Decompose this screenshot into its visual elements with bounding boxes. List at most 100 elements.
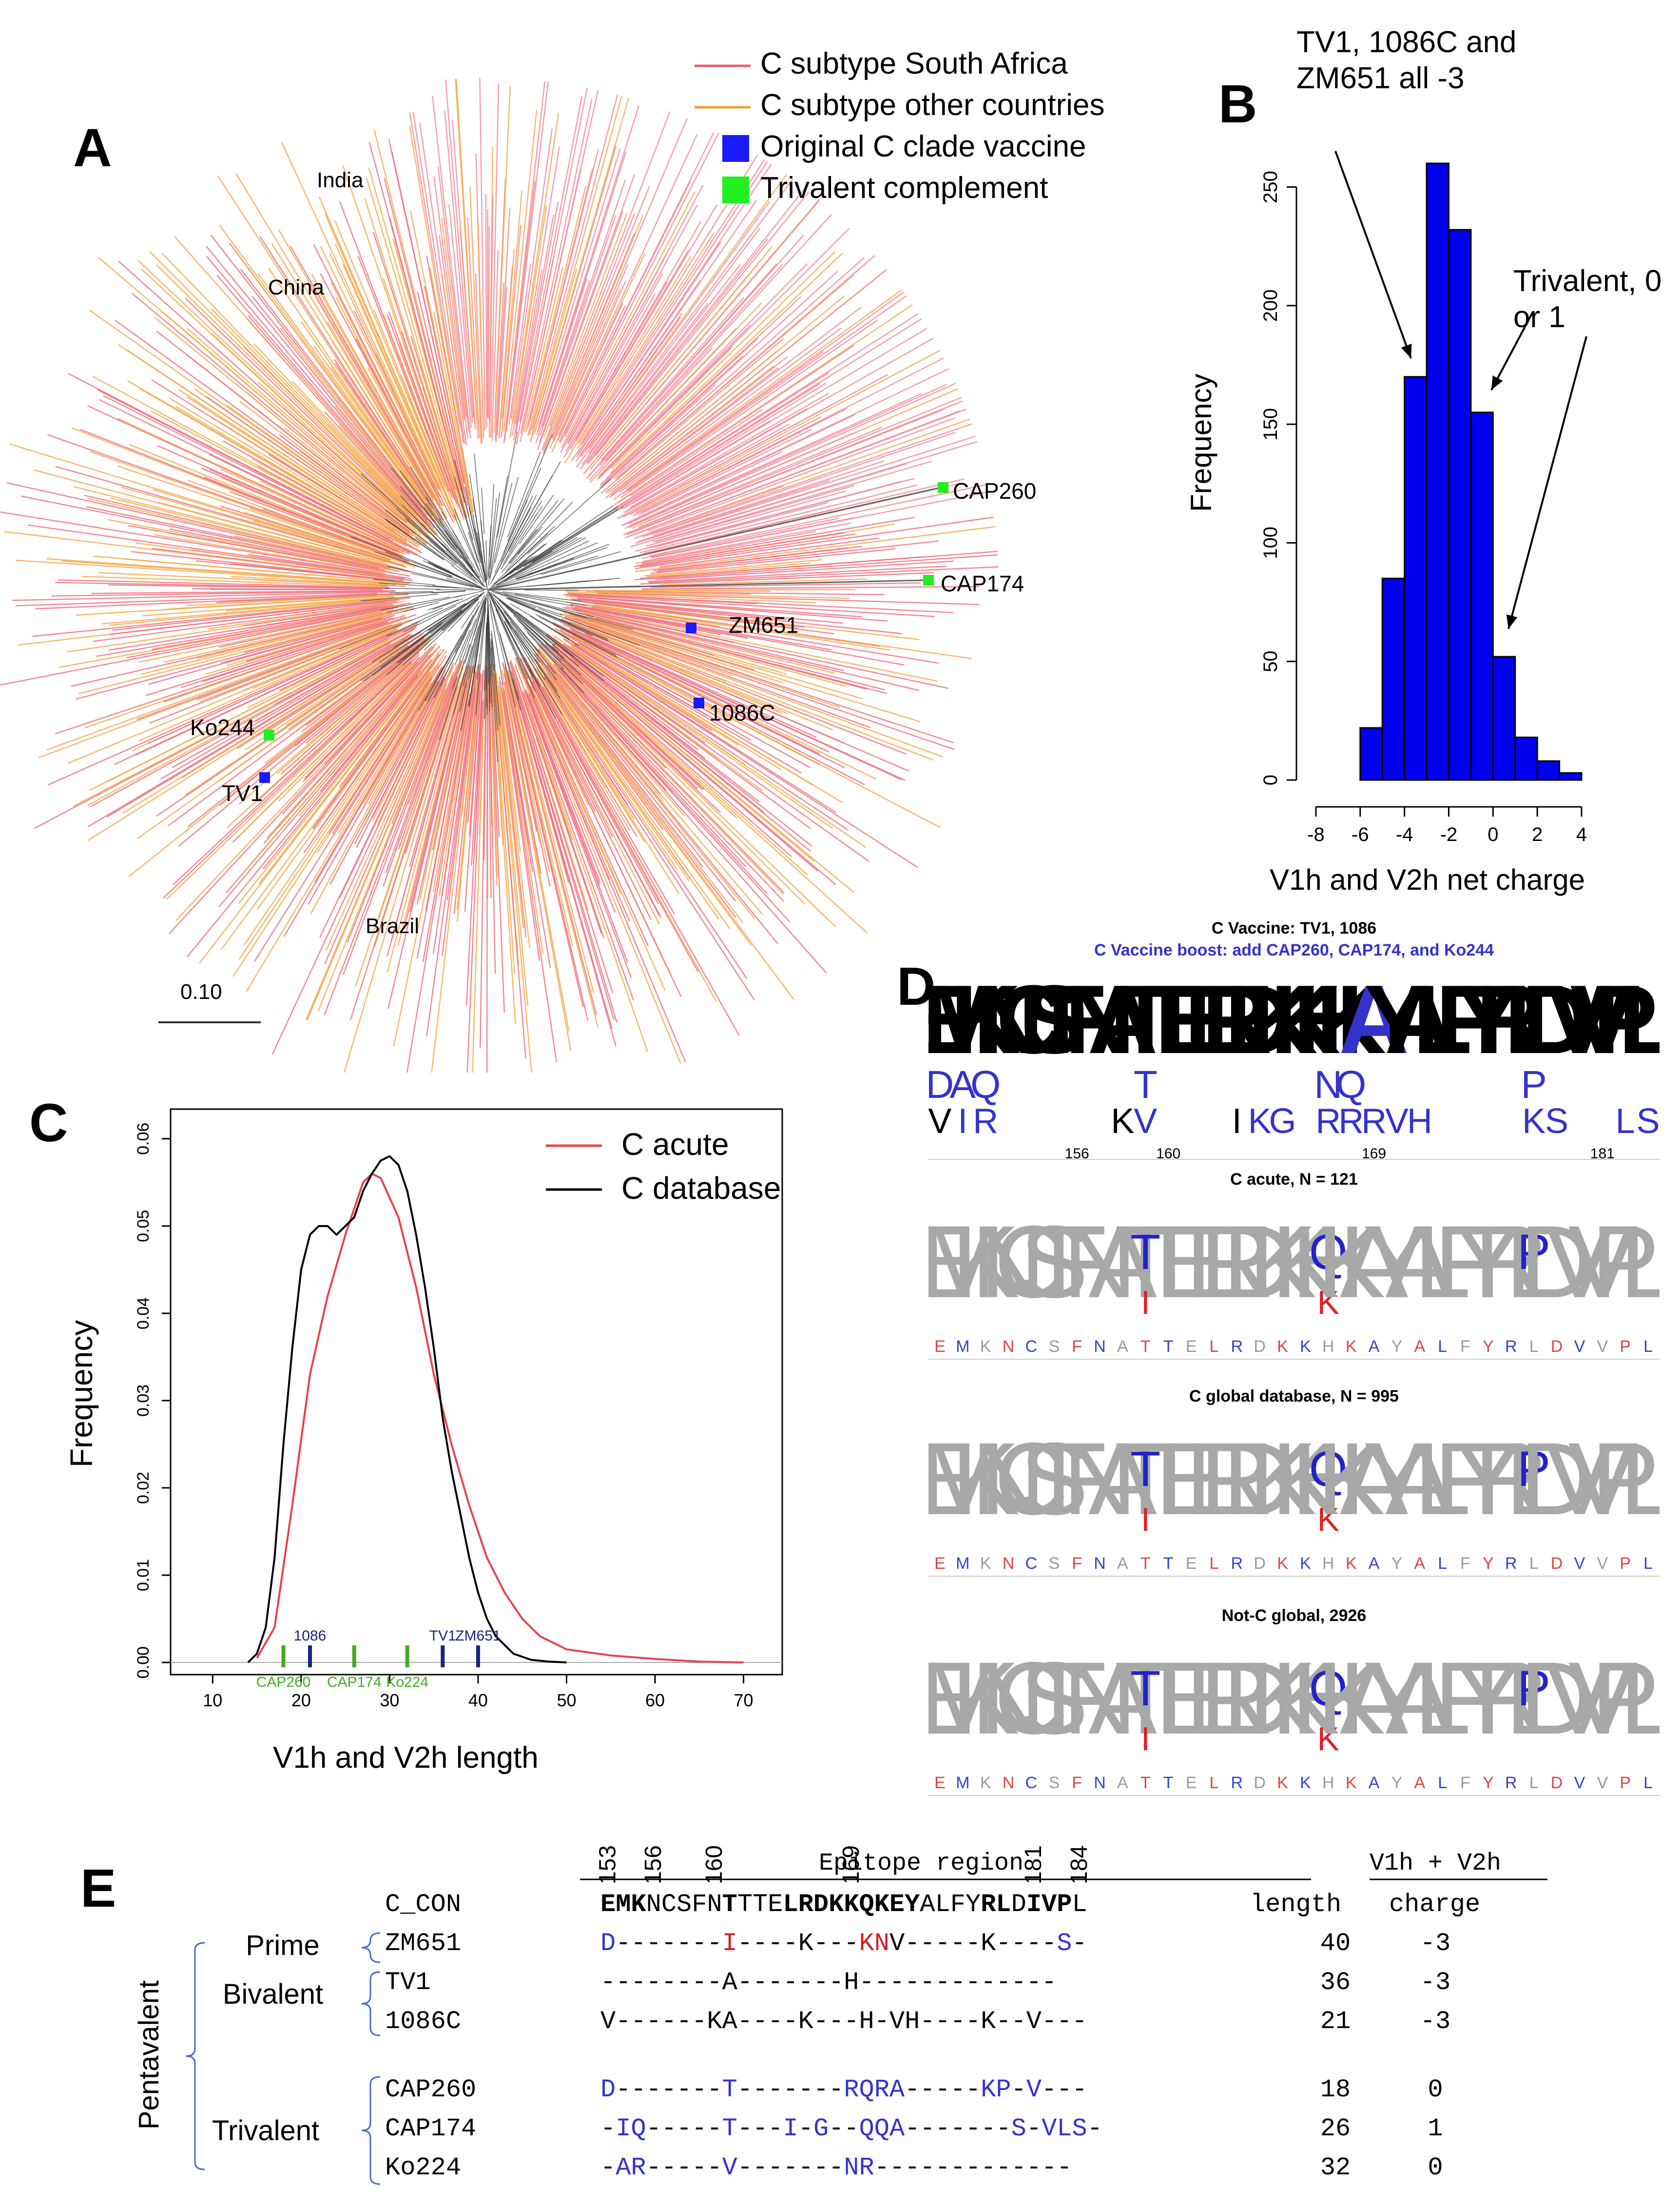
logo-letter: C	[994, 1204, 1068, 1319]
logo-position-label: 156	[1065, 1146, 1089, 1160]
tree-branch	[288, 645, 409, 730]
tree-branch	[334, 359, 432, 506]
tree-branch	[574, 644, 713, 731]
logo-letter: R	[1231, 1337, 1243, 1356]
tree-branch	[469, 674, 482, 836]
tree-branch	[649, 418, 970, 533]
tree-branch	[531, 268, 578, 430]
tree-inner-branch	[434, 536, 483, 586]
logo-letter: A	[1386, 1421, 1454, 1536]
tree-branch	[278, 645, 432, 802]
tree-branch	[129, 444, 404, 556]
tree-branch	[552, 644, 815, 862]
tree-branch	[635, 516, 994, 569]
logo-letter: F	[1045, 1421, 1108, 1536]
logo-letter: V	[1568, 1204, 1637, 1319]
tree-branch	[73, 641, 389, 807]
logo-letter: K	[1271, 1421, 1340, 1536]
logo-letter: F	[1460, 1337, 1470, 1356]
histogram-bar	[1492, 656, 1516, 781]
logo-letter: T	[1130, 1441, 1160, 1497]
logo-letter: I	[1232, 1102, 1242, 1141]
logo-letter: K	[1270, 965, 1340, 1074]
logo-letter: L	[1414, 1641, 1471, 1756]
alignment-row-length: 21	[1320, 2007, 1351, 2036]
tree-branch	[552, 634, 833, 829]
tree-branch	[186, 396, 408, 539]
tree-branch	[557, 303, 624, 441]
tree-branch	[629, 350, 940, 515]
legend-label-south-africa: C subtype South Africa	[760, 47, 1068, 80]
logo-letter: A	[1117, 1337, 1128, 1356]
tree-inner-branch	[519, 540, 561, 569]
density-legend-acute: C acute	[621, 1127, 729, 1162]
logo-letter: G	[1269, 1102, 1296, 1141]
logo-letter: N	[1314, 1063, 1342, 1106]
tree-branch	[220, 615, 395, 664]
logo-letter: K	[1271, 1641, 1340, 1756]
tree-branch	[367, 367, 443, 506]
logo-letter: I	[1141, 1720, 1150, 1758]
tree-branch	[586, 234, 804, 479]
logo-letter: K	[1111, 1102, 1134, 1141]
logo-letter: L	[1643, 1774, 1653, 1792]
tree-inner-branch	[490, 593, 541, 654]
tree-branch	[647, 562, 811, 578]
logo-letter: N	[1003, 1554, 1015, 1573]
tree-branch	[656, 560, 954, 580]
tree-branch	[525, 688, 601, 883]
logo-letter: L	[1529, 1554, 1539, 1573]
tree-inner-branch	[519, 495, 554, 545]
tree-branch	[620, 295, 845, 481]
logo-letter: Q	[970, 1063, 1001, 1106]
logo-letter: K	[1248, 1421, 1317, 1536]
tree-branch	[569, 595, 862, 618]
tree-branch	[334, 220, 445, 487]
tree-branch	[416, 683, 467, 905]
tree-branch	[441, 274, 464, 423]
tree-branch	[201, 468, 401, 553]
tree-branch	[517, 663, 686, 1062]
tree-inner-branch	[489, 492, 500, 569]
tree-branch	[620, 383, 827, 509]
logo-letter: L	[1506, 1204, 1563, 1319]
tree-branch	[167, 595, 394, 610]
tree-branch	[495, 208, 511, 442]
tree-branch	[160, 634, 410, 780]
tree-branch	[502, 692, 557, 1062]
tree-branch	[334, 406, 433, 524]
tree-branch	[630, 392, 830, 508]
tree-branch	[554, 625, 820, 766]
tree-branch	[611, 251, 835, 469]
tree-branch	[546, 672, 731, 929]
logo-letter: L	[1438, 1774, 1447, 1792]
tree-branch	[231, 576, 396, 586]
tree-inner-branch	[477, 598, 487, 680]
logo-letter: A	[1117, 1774, 1128, 1792]
vaccine-label-zm651: ZM651	[729, 612, 799, 638]
tree-branch	[587, 624, 733, 676]
tree-branch	[217, 175, 430, 502]
alignment-row-charge: 0	[1428, 2153, 1443, 2182]
logo-letter: T	[1163, 1337, 1174, 1356]
tree-branch	[583, 607, 748, 639]
tree-branch	[549, 111, 671, 427]
alignment-position-label: 156	[640, 1845, 666, 1884]
tree-branch	[527, 95, 618, 436]
tree-branch	[253, 343, 418, 516]
tree-inner-branch	[490, 642, 498, 730]
tree-branch	[514, 664, 632, 978]
tree-branch	[505, 81, 549, 431]
logo-letter: R	[1200, 1421, 1274, 1536]
tree-branch	[309, 286, 434, 498]
tree-inner-branch	[488, 592, 526, 649]
tree-inner-branch	[487, 476, 508, 586]
logo-letter: K	[1277, 1337, 1288, 1356]
legend-swatch-square	[722, 176, 749, 203]
tree-branch	[575, 618, 954, 743]
logo-letter: N	[1064, 965, 1135, 1074]
logo-letter: F	[1435, 965, 1495, 1074]
histogram-bar	[1514, 736, 1538, 781]
logo-letter: F	[1434, 1641, 1497, 1756]
density-marker-label: CAP260	[256, 1674, 311, 1690]
